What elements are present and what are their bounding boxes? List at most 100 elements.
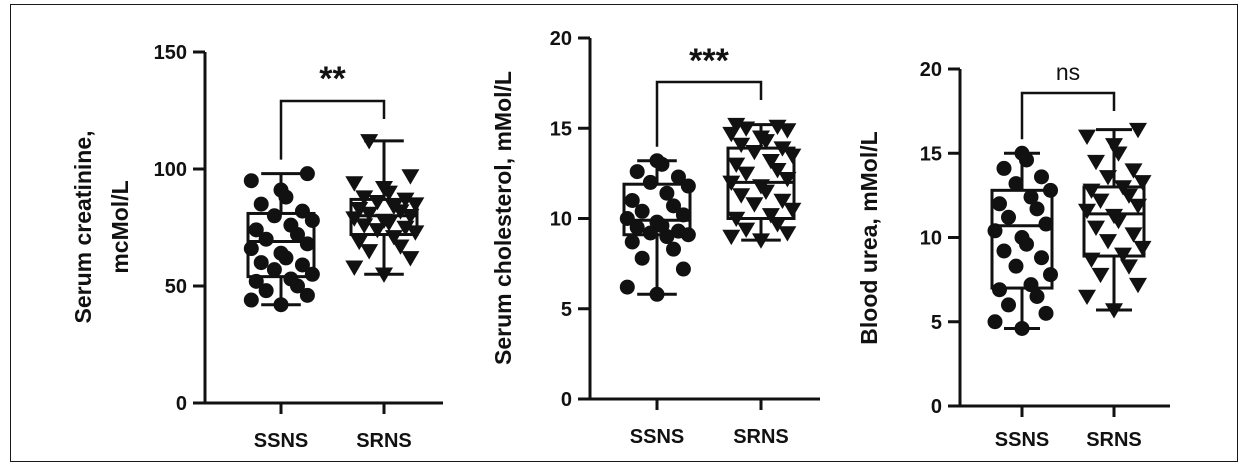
y-tick-label: 10	[920, 228, 942, 250]
significance-label: ***	[689, 42, 729, 80]
data-point-triangle	[745, 144, 764, 161]
data-point-triangle	[375, 267, 393, 283]
data-point-circle	[619, 279, 635, 295]
data-point-circle	[1029, 201, 1045, 217]
data-point-circle	[266, 208, 282, 224]
data-point-triangle	[1082, 252, 1101, 268]
significance-label: **	[319, 60, 346, 98]
data-point-triangle	[375, 180, 393, 197]
data-point-triangle	[1133, 175, 1152, 191]
data-point-circle	[649, 153, 665, 169]
data-point-triangle	[396, 192, 415, 208]
data-point-triangle	[773, 141, 792, 157]
data-point-triangle	[1129, 277, 1147, 294]
data-point-triangle	[384, 199, 403, 215]
data-point-triangle	[350, 202, 369, 218]
data-point-circle	[1038, 216, 1054, 232]
data-point-triangle	[375, 213, 393, 230]
data-point-circle	[248, 222, 264, 238]
data-point-triangle	[768, 163, 787, 179]
data-point-circle	[283, 217, 299, 233]
y-tick-label: 100	[154, 159, 187, 181]
data-point-triangle	[368, 195, 387, 211]
box-iqr	[1082, 185, 1146, 258]
data-point-circle	[266, 262, 282, 278]
data-point-circle	[987, 314, 1003, 330]
chart-panel-1: 0 50 100 150 SSNS SRNS Serum creatinine, mcMol/…	[70, 42, 443, 452]
y-axis-label: mcMol/L	[107, 180, 133, 273]
data-point-triangle	[761, 153, 780, 170]
data-point-triangle	[401, 209, 420, 225]
significance-bracket	[1020, 91, 1116, 140]
significance-bracket	[279, 99, 386, 160]
data-point-triangle	[752, 233, 770, 249]
chart-panel-2: 0 5 10 15 20 SSNS SRNS Serum cholesterol, mMol/…	[490, 28, 820, 448]
data-point-circle	[642, 225, 658, 241]
data-point-circle	[248, 273, 264, 289]
y-tick-label: 0	[561, 389, 572, 411]
y-tick-label: 5	[931, 312, 942, 334]
box-group-srns	[1078, 122, 1152, 319]
box-group-srns	[345, 134, 425, 283]
data-point-triangle	[391, 239, 410, 255]
data-point-triangle	[778, 123, 797, 139]
x-tick-label: SSNS	[254, 430, 308, 452]
data-point-circle	[624, 234, 640, 250]
data-point-triangle	[1105, 303, 1123, 319]
data-point-circle	[1014, 230, 1030, 245]
data-point-triangle	[778, 172, 797, 188]
data-point-triangle	[1114, 180, 1132, 196]
data-point-circle	[299, 287, 315, 303]
data-point-triangle	[406, 197, 425, 213]
data-point-triangle	[1082, 183, 1101, 199]
data-point-triangle	[1105, 138, 1123, 154]
data-point-circle	[253, 196, 269, 212]
chart-panel-3: 0 5 10 15 20 SSNS SRNS Blood urea, mMol/L ns	[856, 59, 1170, 451]
data-point-circle	[1014, 320, 1030, 336]
data-point-circle	[1008, 176, 1024, 192]
significance-bracket	[655, 80, 763, 147]
data-point-triangle	[368, 223, 387, 239]
data-point-triangle	[1129, 122, 1147, 139]
data-point-circle	[649, 214, 665, 230]
data-point-circle	[996, 160, 1012, 176]
data-point-triangle	[783, 202, 802, 219]
box-group-srns	[722, 117, 802, 249]
y-axis-label: Serum cholesterol, mMol/L	[490, 71, 516, 365]
data-point-circle	[299, 236, 315, 252]
data-point-triangle	[1091, 267, 1110, 284]
data-point-circle	[675, 207, 691, 223]
data-point-circle	[273, 245, 289, 261]
data-point-circle	[1034, 250, 1049, 266]
data-point-triangle	[1087, 154, 1105, 171]
data-point-circle	[273, 297, 289, 313]
data-point-circle	[996, 243, 1012, 259]
data-point-circle	[294, 203, 310, 219]
data-point-triangle	[1078, 129, 1096, 145]
data-point-triangle	[752, 130, 770, 146]
data-point-triangle	[732, 137, 751, 154]
y-tick-label: 50	[165, 276, 187, 298]
data-point-triangle	[1099, 170, 1117, 186]
data-point-triangle	[1091, 193, 1110, 209]
data-point-triangle	[732, 188, 751, 204]
data-point-triangle	[737, 166, 756, 182]
data-point-triangle	[1129, 198, 1147, 215]
data-point-circle	[642, 174, 658, 190]
data-point-circle	[992, 196, 1007, 212]
data-point-triangle	[727, 211, 746, 228]
data-point-circle	[243, 292, 259, 308]
significance-label: ns	[1056, 59, 1080, 85]
data-point-triangle	[768, 119, 787, 135]
data-point-triangle	[345, 260, 364, 276]
y-tick-label: 5	[561, 299, 572, 321]
data-point-triangle	[1120, 259, 1138, 275]
data-point-triangle	[1133, 240, 1152, 257]
data-point-triangle	[1124, 227, 1143, 243]
data-point-circle	[680, 178, 696, 194]
data-point-triangle	[752, 179, 770, 195]
data-point-triangle	[360, 244, 379, 260]
data-point-circle	[294, 257, 310, 273]
y-tick-label: 15	[550, 118, 572, 140]
data-point-circle	[634, 203, 650, 219]
